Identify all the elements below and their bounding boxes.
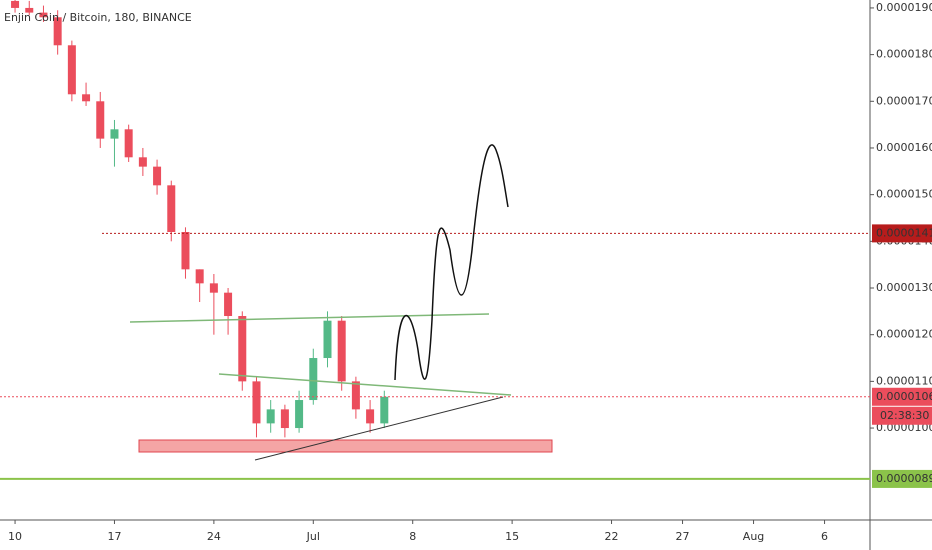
candle-body — [39, 12, 48, 18]
projection-path — [394, 144, 509, 381]
price-label: 0.00001067 — [876, 390, 932, 403]
plot — [11, 0, 389, 438]
x-tick-label: 10 — [8, 530, 22, 543]
candle-body — [82, 94, 91, 102]
candle-body — [96, 101, 105, 139]
y-tick-label: 0.00001700 — [876, 94, 932, 107]
candle-body — [53, 17, 62, 46]
candle-body — [266, 409, 275, 424]
candle-body — [209, 283, 218, 293]
price-label-box — [872, 469, 932, 488]
candle-body — [224, 292, 233, 317]
price-label-box — [872, 224, 932, 243]
candle-body — [252, 381, 261, 424]
candle-body — [25, 7, 34, 13]
y-tick-label: 0.00001300 — [876, 281, 932, 294]
x-tick-label: 8 — [409, 530, 416, 543]
x-tick-label: 24 — [207, 530, 221, 543]
x-tick-label: 17 — [107, 530, 121, 543]
trendline — [254, 396, 504, 461]
candle-body — [295, 400, 304, 429]
price-label: 0.00000891 — [876, 472, 932, 485]
trendline — [218, 373, 512, 396]
x-tick-label: 22 — [605, 530, 619, 543]
x-tick-label: Aug — [743, 530, 764, 543]
candle-body — [195, 269, 204, 284]
x-tick-label: 6 — [821, 530, 828, 543]
candle-body — [167, 185, 176, 232]
price-label: 0.00001417 — [876, 226, 932, 239]
candle-body — [124, 129, 133, 158]
y-tick-label: 0.00001600 — [876, 141, 932, 154]
x-tick-label: Jul — [306, 530, 320, 543]
candle-body — [280, 409, 289, 429]
candle-body — [11, 0, 20, 8]
candle-body — [181, 231, 190, 270]
candle-body — [323, 320, 332, 359]
x-tick-label: 27 — [676, 530, 690, 543]
trendline — [129, 313, 490, 323]
price-label-box — [872, 387, 932, 406]
y-tick-label: 0.00001800 — [876, 48, 932, 61]
candle-body — [380, 396, 389, 424]
y-tick-label: 0.00001500 — [876, 188, 932, 201]
candle-body — [67, 45, 76, 95]
y-tick-label: 0.00001100 — [876, 374, 932, 387]
candle-body — [153, 166, 162, 186]
countdown-box — [872, 406, 932, 425]
x-tick-label: 15 — [505, 530, 519, 543]
chart-title: Enjin Coin / Bitcoin, 180, BINANCE — [4, 11, 192, 24]
candle-body — [238, 316, 247, 382]
candle-body — [351, 381, 360, 410]
candle-body — [138, 157, 147, 167]
y-tick-label: 0.00001900 — [876, 1, 932, 14]
support-zone — [138, 439, 553, 453]
y-tick-label: 0.00001200 — [876, 328, 932, 341]
candle-body — [309, 358, 318, 401]
countdown: 02:38:30 — [880, 409, 929, 422]
candle-body — [337, 320, 346, 382]
candle-body — [110, 129, 119, 139]
candle-body — [366, 409, 375, 424]
